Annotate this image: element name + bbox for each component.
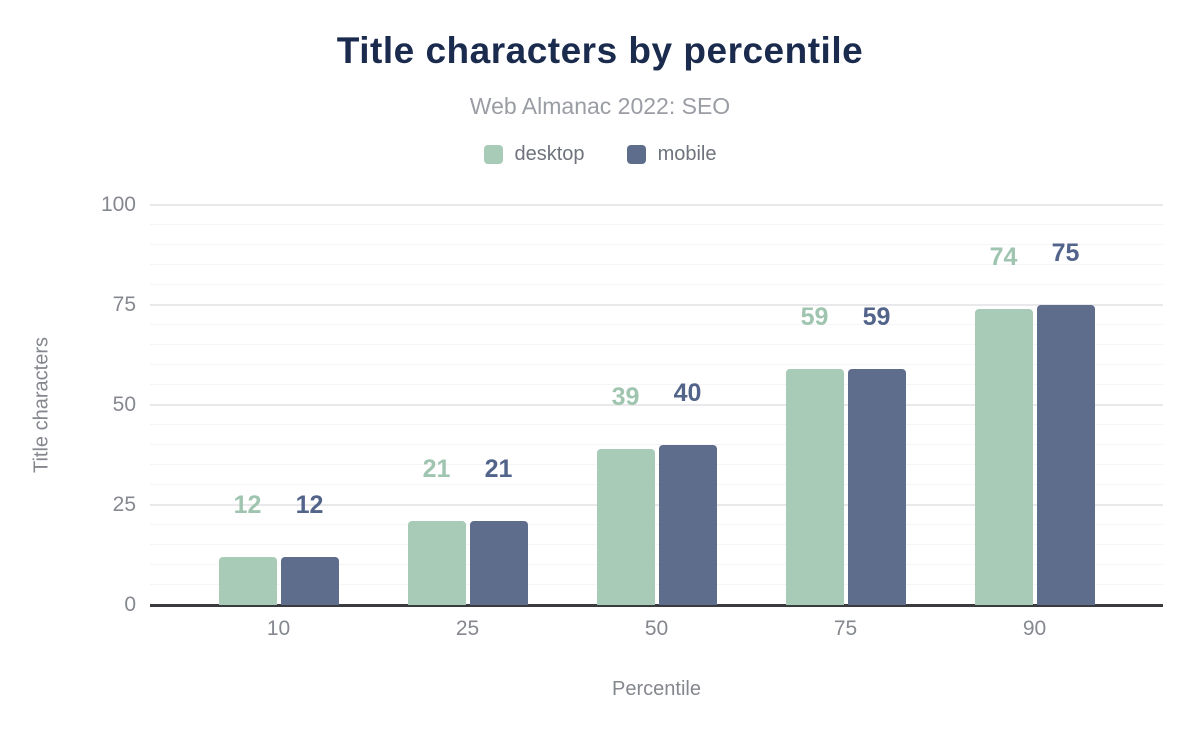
legend-item-desktop[interactable]: desktop bbox=[483, 143, 585, 166]
bar-value-label-mobile-p90: 75 bbox=[1051, 239, 1080, 267]
legend-label-mobile: mobile bbox=[657, 143, 717, 165]
bar-mobile-p25[interactable] bbox=[469, 521, 528, 605]
x-tick-label: 90 bbox=[1022, 617, 1047, 640]
bar-desktop-p75[interactable] bbox=[785, 369, 844, 605]
x-axis-line bbox=[150, 604, 1163, 607]
bar-value-label-mobile-p50: 40 bbox=[673, 379, 702, 407]
chart-subtitle: Web Almanac 2022: SEO bbox=[469, 93, 731, 119]
gridline-minor bbox=[150, 224, 1163, 225]
gridline-minor bbox=[150, 464, 1163, 465]
gridline-minor bbox=[150, 484, 1163, 485]
gridline-minor bbox=[150, 244, 1163, 245]
x-axis-title: Percentile bbox=[612, 678, 701, 700]
bar-desktop-p50[interactable] bbox=[596, 449, 655, 605]
bar-value-label-desktop-p25: 21 bbox=[422, 455, 451, 483]
gridline-major bbox=[150, 504, 1163, 506]
gridline-minor bbox=[150, 544, 1163, 545]
bar-mobile-p10[interactable] bbox=[280, 557, 339, 605]
desktop-swatch-icon bbox=[483, 145, 503, 164]
gridline-minor bbox=[150, 424, 1163, 425]
plot-area: 12 12 21 21 39 40 59 59 74 75 bbox=[150, 204, 1163, 607]
legend-item-mobile[interactable]: mobile bbox=[626, 143, 717, 166]
legend-label-desktop: desktop bbox=[514, 143, 585, 165]
y-tick-label: 25 bbox=[112, 493, 136, 516]
legend: desktop mobile bbox=[0, 143, 1200, 166]
bar-mobile-p50[interactable] bbox=[658, 445, 717, 605]
bar-value-label-desktop-p50: 39 bbox=[611, 383, 640, 411]
gridline-minor bbox=[150, 384, 1163, 385]
bar-value-label-mobile-p10: 12 bbox=[295, 491, 324, 519]
bar-desktop-p10[interactable] bbox=[218, 557, 277, 605]
bar-value-label-mobile-p25: 21 bbox=[484, 455, 513, 483]
gridline-minor bbox=[150, 524, 1163, 525]
gridline-minor bbox=[150, 264, 1163, 265]
y-tick-label: 75 bbox=[112, 293, 136, 316]
x-tick-label: 75 bbox=[833, 617, 858, 640]
x-tick-label: 10 bbox=[266, 617, 291, 640]
gridline-minor bbox=[150, 584, 1163, 585]
gridline-minor bbox=[150, 344, 1163, 345]
x-tick-label: 25 bbox=[455, 617, 480, 640]
bar-desktop-p25[interactable] bbox=[407, 521, 466, 605]
gridline-major bbox=[150, 404, 1163, 406]
bar-mobile-p75[interactable] bbox=[847, 369, 906, 605]
bar-value-label-desktop-p75: 59 bbox=[800, 303, 829, 331]
gridline-minor bbox=[150, 284, 1163, 285]
mobile-swatch-icon bbox=[626, 145, 646, 164]
gridline-major bbox=[150, 304, 1163, 306]
chart-title: Title characters by percentile bbox=[336, 30, 864, 71]
x-tick-label: 50 bbox=[644, 617, 669, 640]
gridline-minor bbox=[150, 364, 1163, 365]
y-tick-label: 50 bbox=[112, 393, 136, 416]
gridline-minor bbox=[150, 444, 1163, 445]
bar-value-label-mobile-p75: 59 bbox=[862, 303, 891, 331]
bar-desktop-p90[interactable] bbox=[974, 309, 1033, 605]
bar-value-label-desktop-p10: 12 bbox=[233, 491, 262, 519]
y-tick-label: 0 bbox=[124, 593, 136, 616]
y-tick-label: 100 bbox=[100, 193, 136, 216]
gridline-minor bbox=[150, 324, 1163, 325]
bar-mobile-p90[interactable] bbox=[1036, 305, 1095, 605]
gridline-minor bbox=[150, 564, 1163, 565]
bar-value-label-desktop-p90: 74 bbox=[989, 243, 1018, 271]
gridline-major bbox=[150, 204, 1163, 206]
